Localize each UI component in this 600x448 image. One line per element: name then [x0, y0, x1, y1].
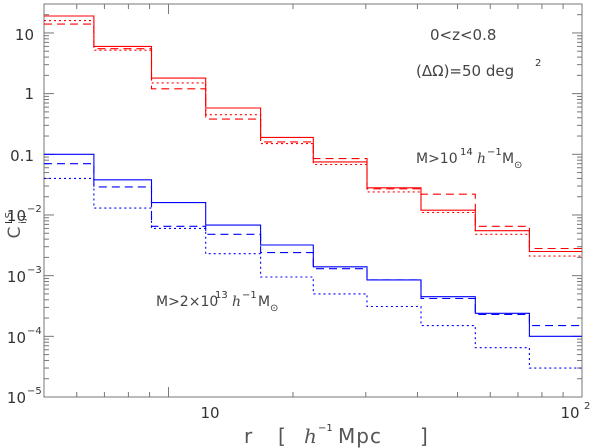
x-tick-exp-100: 2: [584, 401, 590, 412]
y-tick-label-1e-4: 10: [7, 329, 26, 347]
annotation-high-mass-h: h: [477, 151, 486, 167]
y-tick-labels: 10 1 0.1 10 −2 10 −3 10 −4 10 −5: [7, 26, 42, 407]
x-axis-label-exp: −1: [318, 423, 333, 434]
series-low-mass-dashed: [44, 163, 582, 327]
y-tick-label-1e-2: 10: [7, 207, 26, 225]
y-tick-label-0.1: 0.1: [10, 147, 34, 165]
y-tick-exp-1e-5: −5: [27, 386, 42, 397]
y-tick-exp-1e-4: −4: [27, 326, 42, 337]
series-low-mass-solid: [44, 153, 582, 337]
annotation-high-mass-exp2: −1: [487, 147, 502, 158]
y-tick-label-1e-3: 10: [7, 268, 26, 286]
annotation-redshift: 0<z<0.8: [430, 26, 496, 44]
y-axis-label-main: C: [5, 226, 25, 239]
annotations: 0<z<0.8 (ΔΩ)=50 deg 2 M>10 14 h −1 M ⊙ M…: [156, 26, 541, 314]
annotation-low-mass-exp2: −1: [242, 290, 257, 301]
y-tick-exp-1e-3: −3: [27, 265, 42, 276]
x-axis-label-close: ]: [420, 424, 429, 448]
y-tick-exp-1e-2: −2: [27, 204, 42, 215]
annotation-high-mass-msun: M: [502, 151, 514, 167]
series-lines: [44, 15, 582, 369]
series-low-mass-dotted: [44, 177, 582, 369]
annotation-low-mass-h: h: [232, 294, 241, 310]
annotation-low-mass-exp1: 13: [215, 290, 228, 301]
annotation-high-mass-exp1: 14: [460, 147, 473, 158]
y-axis-label-sub: i,i: [18, 215, 29, 224]
y-axis-label-sup: LS: [4, 212, 15, 224]
y-axis-label: C LS i,i: [4, 212, 29, 238]
series-high-mass-dashed: [44, 23, 582, 250]
x-axis-label-h: h: [304, 424, 318, 448]
annotation-low-mass-msun: M: [258, 294, 270, 310]
annotation-high-mass: M>10 14 h −1 M ⊙: [416, 147, 522, 171]
annotation-high-mass-sun: ⊙: [514, 160, 522, 171]
annotation-low-mass-sun: ⊙: [270, 303, 278, 314]
annotation-low-mass: M>2×10 13 h −1 M ⊙: [156, 290, 278, 314]
plot-frame: [43, 3, 583, 398]
x-axis-label-r: r: [244, 424, 253, 448]
annotation-area-exp: 2: [535, 58, 541, 69]
series-high-mass-solid: [44, 15, 582, 253]
x-axis-label: r [ h −1 Mpc ]: [244, 423, 429, 448]
x-tick-labels: 10 10 2: [200, 401, 590, 422]
annotation-area: (ΔΩ)=50 deg: [416, 62, 514, 80]
x-tick-label-100: 10: [560, 404, 579, 422]
y-tick-label-10: 10: [15, 26, 34, 44]
y-tick-label-1e-5: 10: [7, 389, 26, 407]
x-axis-label-open: [: [278, 424, 287, 448]
x-axis-label-unit: Mpc: [338, 424, 382, 448]
series-high-mass-dotted: [44, 20, 582, 257]
annotation-low-mass-m: M>2×10: [156, 294, 218, 310]
tick-marks: [44, 4, 583, 398]
x-tick-label-10: 10: [200, 404, 219, 422]
annotation-high-mass-m: M>10: [416, 151, 458, 167]
y-tick-label-1: 1: [24, 85, 34, 103]
